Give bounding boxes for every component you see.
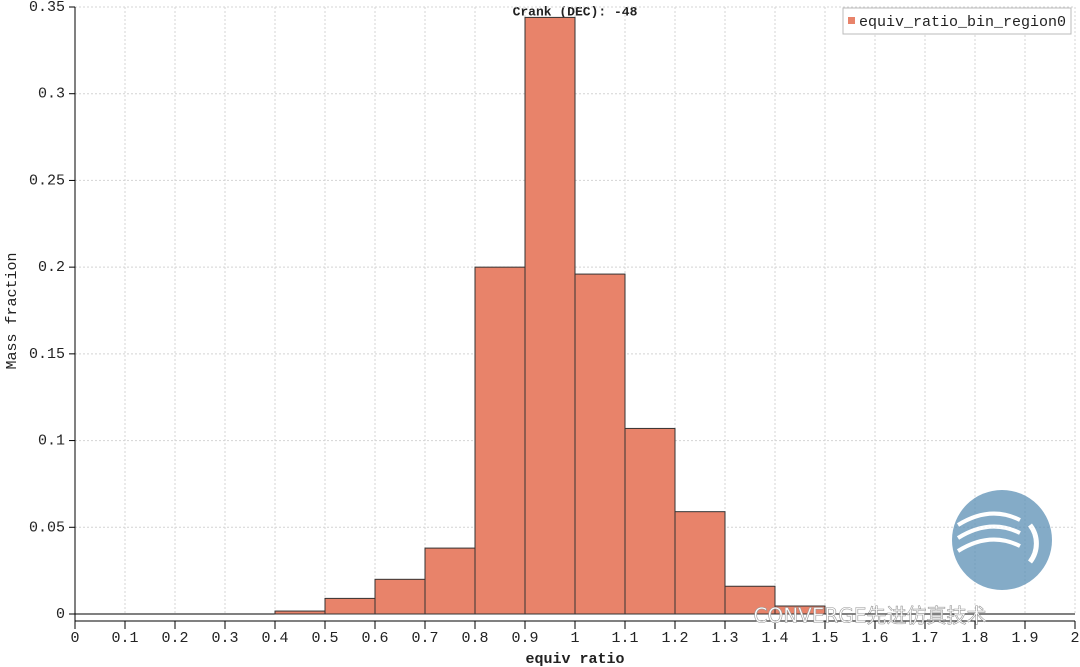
bar xyxy=(624,427,676,615)
x-tick-label: 1.7 xyxy=(911,630,938,647)
y-tick-label: 0.15 xyxy=(29,346,65,363)
x-tick-label: 1.1 xyxy=(611,630,638,647)
y-tick-label: 0.2 xyxy=(38,259,65,276)
y-axis-label: Mass fraction xyxy=(4,252,21,369)
bar xyxy=(774,605,826,615)
y-tick-label: 0.05 xyxy=(29,519,65,536)
legend: equiv_ratio_bin_region0 xyxy=(842,7,1072,35)
x-tick-label: 0.4 xyxy=(261,630,288,647)
bar xyxy=(574,273,626,615)
watermark: CONVERGE先进仿真技术 xyxy=(753,604,986,628)
x-tick-label: 0.2 xyxy=(161,630,188,647)
bar xyxy=(674,511,726,615)
x-tick-label: 0 xyxy=(70,630,79,647)
x-tick-label: 0.6 xyxy=(361,630,388,647)
y-tick-label: 0.3 xyxy=(38,86,65,103)
bar xyxy=(374,578,426,615)
x-tick-label: 1.3 xyxy=(711,630,738,647)
y-tick-label: 0.35 xyxy=(29,0,65,16)
x-tick-label: 0.9 xyxy=(511,630,538,647)
x-tick-label: 1.9 xyxy=(1011,630,1038,647)
x-tick-label: 0.3 xyxy=(211,630,238,647)
x-tick-label: 2 xyxy=(1070,630,1079,647)
x-tick-label: 1.6 xyxy=(861,630,888,647)
x-tick-label: 0.1 xyxy=(111,630,138,647)
bar xyxy=(424,547,476,615)
x-tick-label: 0.5 xyxy=(311,630,338,647)
bar xyxy=(274,610,326,615)
y-tick-label: 0 xyxy=(56,606,65,623)
x-tick-label: 1 xyxy=(570,630,579,647)
x-tick-label: 1.8 xyxy=(961,630,988,647)
bar xyxy=(524,16,576,615)
legend-swatch xyxy=(848,17,855,24)
legend-box xyxy=(842,7,1072,35)
y-tick-label: 0.25 xyxy=(29,172,65,189)
x-tick-label: 1.2 xyxy=(661,630,688,647)
x-tick-label: 1.4 xyxy=(761,630,788,647)
x-tick-label: 0.7 xyxy=(411,630,438,647)
x-tick-label: 0.8 xyxy=(461,630,488,647)
bar xyxy=(474,266,526,615)
y-tick-label: 0.1 xyxy=(38,433,65,450)
legend-label: equiv_ratio_bin_region0 xyxy=(859,14,1066,31)
bar xyxy=(724,585,776,615)
watermark-logo xyxy=(952,490,1052,590)
bar xyxy=(324,597,376,615)
x-tick-label: 1.5 xyxy=(811,630,838,647)
x-axis-label: equiv ratio xyxy=(525,651,624,667)
